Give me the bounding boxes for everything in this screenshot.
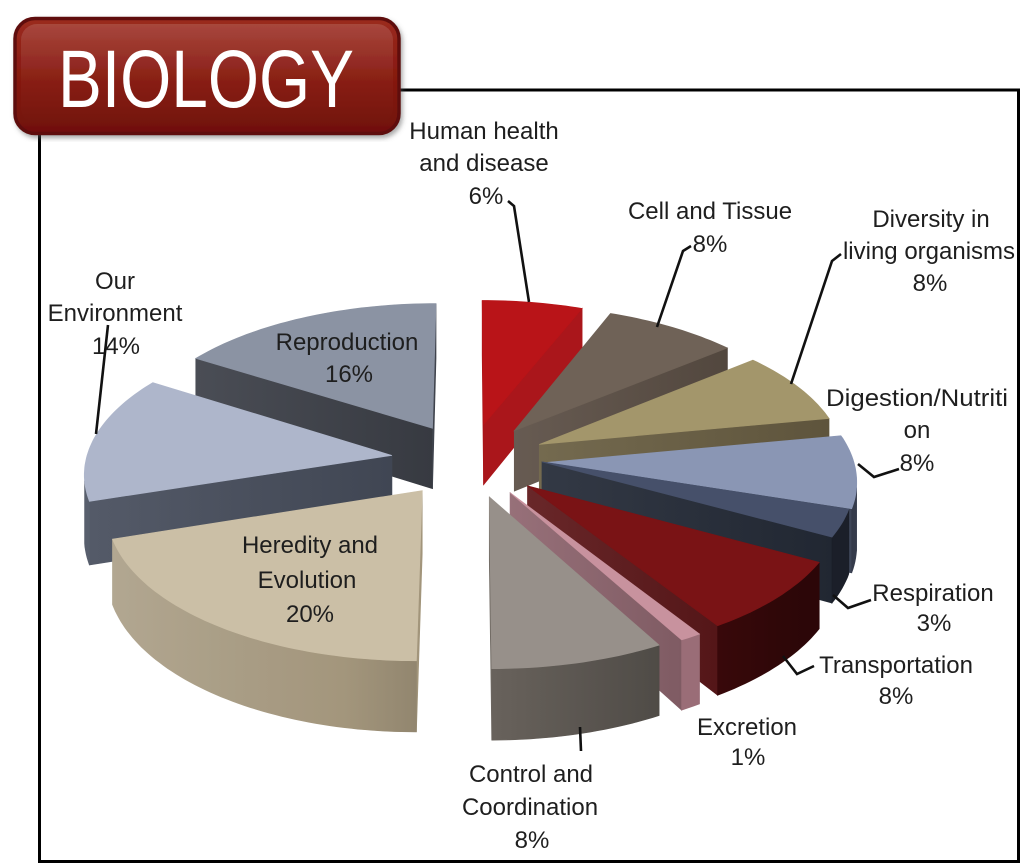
svg-text:Control and: Control and [469, 761, 593, 788]
svg-text:Diversity in: Diversity in [872, 206, 989, 233]
svg-text:Our: Our [95, 268, 135, 295]
svg-text:and disease: and disease [419, 150, 548, 177]
svg-text:8%: 8% [913, 270, 948, 297]
svg-text:1%: 1% [731, 744, 766, 771]
svg-text:on: on [904, 417, 931, 444]
svg-text:Transportation: Transportation [819, 652, 973, 679]
svg-text:8%: 8% [879, 683, 914, 710]
svg-text:6%: 6% [469, 183, 504, 210]
svg-text:3%: 3% [917, 610, 952, 637]
svg-text:14%: 14% [92, 333, 140, 360]
svg-text:Coordination: Coordination [462, 794, 598, 821]
svg-text:Excretion: Excretion [697, 714, 797, 741]
svg-text:Environment: Environment [48, 300, 183, 327]
svg-text:8%: 8% [515, 827, 550, 854]
svg-text:Human health: Human health [409, 118, 558, 145]
svg-text:Digestion/Nutriti: Digestion/Nutriti [826, 385, 1008, 412]
svg-text:Respiration: Respiration [872, 580, 993, 607]
svg-text:Reproduction: Reproduction [276, 329, 419, 356]
svg-text:living organisms: living organisms [843, 238, 1015, 265]
svg-text:Heredity and: Heredity and [242, 532, 378, 559]
svg-text:20%: 20% [286, 601, 334, 628]
svg-text:Cell and Tissue: Cell and Tissue [628, 198, 792, 225]
svg-text:8%: 8% [693, 231, 728, 258]
svg-text:Evolution: Evolution [258, 567, 357, 594]
svg-text:16%: 16% [325, 361, 373, 388]
svg-text:8%: 8% [900, 450, 935, 477]
svg-text:BIOLOGY: BIOLOGY [58, 34, 354, 125]
